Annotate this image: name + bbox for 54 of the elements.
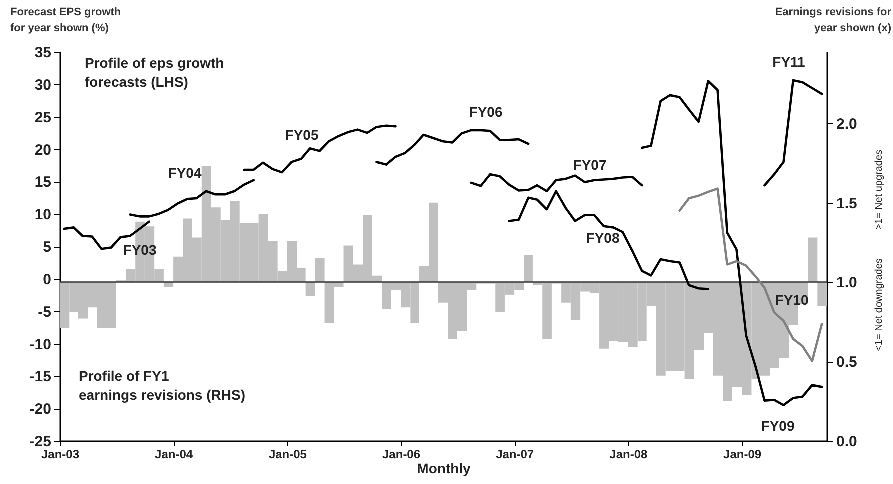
x-tick-label: Jan-05 xyxy=(268,448,308,462)
y2-tick-label: 1.5 xyxy=(836,195,858,212)
y2-tick-label: 0.0 xyxy=(836,434,858,450)
annotation: Profile of eps growth forecasts (LHS) xyxy=(85,55,224,90)
annotation: FY10 xyxy=(775,292,809,308)
y-tick-label: 0 xyxy=(43,271,52,288)
text: >1= Net upgrades xyxy=(874,150,885,230)
y-tick-label: 10 xyxy=(34,206,52,224)
y-tick-label: 20 xyxy=(34,142,52,159)
y2-tick-label: 2.0 xyxy=(836,116,858,133)
annotation: FY06 xyxy=(469,104,503,120)
y-tick-label: 25 xyxy=(34,109,52,126)
line-series xyxy=(678,188,824,362)
x-tick-label: Jan-08 xyxy=(610,448,648,462)
y-tick-label: -25 xyxy=(30,434,52,450)
line-series xyxy=(243,124,397,174)
y-tick-label: 30 xyxy=(34,76,52,94)
annotation: FY05 xyxy=(285,127,319,143)
x-axis-title: Monthly xyxy=(417,460,472,476)
text: <1= Net downgrades xyxy=(874,258,885,352)
bar xyxy=(808,238,818,282)
y-tick-label: -5 xyxy=(38,304,52,321)
annotation: FY11 xyxy=(772,54,806,70)
bar xyxy=(315,258,325,282)
y-tick-label: 15 xyxy=(34,174,52,192)
annotation: FY04 xyxy=(168,165,202,181)
y-tick-label: -10 xyxy=(30,336,52,354)
x-tick-label: Jan-03 xyxy=(41,448,80,462)
y-tick-label: 5 xyxy=(43,239,52,256)
bar xyxy=(818,282,827,306)
line-series xyxy=(376,129,530,166)
y-tick-label: -20 xyxy=(30,401,52,418)
line-series xyxy=(641,80,824,406)
x-tick-label: Jan-09 xyxy=(724,448,762,462)
line-series xyxy=(129,179,255,218)
bar xyxy=(306,282,316,297)
annotation: FY03 xyxy=(123,242,157,258)
y2-tick-label: 1.0 xyxy=(836,274,858,292)
line-series xyxy=(764,79,824,187)
annotation: FY08 xyxy=(586,230,620,246)
y-tick-label: -15 xyxy=(30,368,52,386)
line-series xyxy=(508,190,710,290)
y-axis-title: Forecast EPS growth for year shown (%) xyxy=(10,6,122,34)
y2-tick-label: 0.5 xyxy=(836,354,858,372)
x-tick-label: Jan-07 xyxy=(496,448,534,462)
annotation: FY09 xyxy=(761,418,795,434)
y-tick-label: 35 xyxy=(34,44,52,62)
annotation: Profile of FY1 earnings revisions (RHS) xyxy=(79,368,246,403)
y2-axis-title: Earnings revisions for year shown (x) xyxy=(775,6,892,34)
x-tick-label: Jan-04 xyxy=(155,448,194,462)
bar xyxy=(524,255,533,282)
annotation: FY07 xyxy=(573,157,607,173)
line-series xyxy=(470,173,644,193)
x-tick-label: Jan-06 xyxy=(382,448,421,462)
